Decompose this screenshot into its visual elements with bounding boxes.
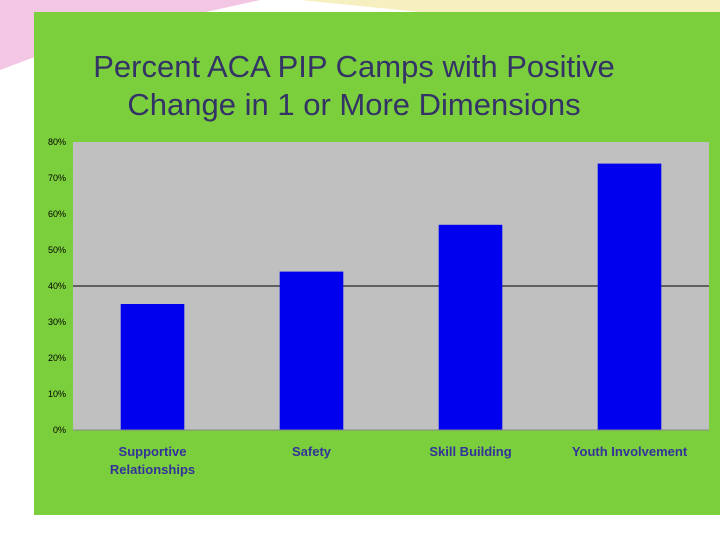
bar	[597, 163, 662, 430]
bar	[120, 304, 185, 430]
bar	[279, 271, 344, 430]
y-tick-label: 50%	[48, 245, 66, 255]
bars	[120, 163, 662, 430]
y-tick-label: 80%	[48, 137, 66, 147]
y-tick-label: 40%	[48, 281, 66, 291]
y-tick-label: 30%	[48, 317, 66, 327]
chart-title: Percent ACA PIP Camps with Positive Chan…	[93, 49, 615, 122]
y-axis-tick-labels: 0% 10% 20% 30% 40% 50% 60% 70% 80%	[48, 137, 66, 435]
x-category-label: Safety	[292, 444, 332, 459]
y-tick-label: 20%	[48, 353, 66, 363]
bar	[438, 224, 503, 430]
x-category-label: Skill Building	[429, 444, 511, 459]
x-axis-category-labels: Supportive Relationships Safety Skill Build…	[110, 444, 688, 477]
x-category-label: Youth Involvement	[572, 444, 688, 459]
y-tick-label: 0%	[53, 425, 66, 435]
y-tick-label: 10%	[48, 389, 66, 399]
y-tick-label: 70%	[48, 173, 66, 183]
x-category-label: Supportive Relationships	[110, 444, 195, 477]
top-right-ribbon	[300, 0, 720, 12]
y-tick-label: 60%	[48, 209, 66, 219]
